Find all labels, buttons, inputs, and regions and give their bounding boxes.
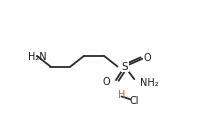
Text: H₂N: H₂N <box>28 52 47 62</box>
Text: H: H <box>118 90 126 100</box>
Text: O: O <box>103 77 110 87</box>
Text: O: O <box>144 53 151 63</box>
Text: NH₂: NH₂ <box>140 77 159 88</box>
Text: S: S <box>121 61 128 72</box>
Text: Cl: Cl <box>130 96 139 106</box>
